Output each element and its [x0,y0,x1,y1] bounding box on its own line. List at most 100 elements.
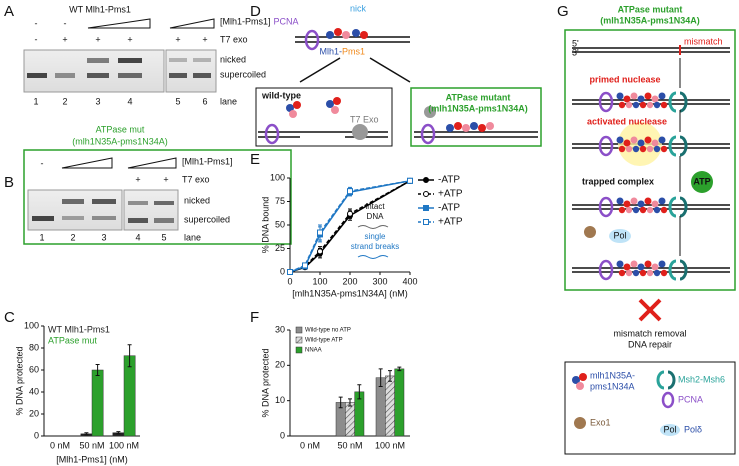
legend-entry: PCNA [678,394,703,404]
sign: - [64,18,67,28]
gel-title: ATPase mut [96,124,145,134]
mlh1-pms1 [623,139,631,147]
panel-label: B [4,174,14,191]
mlh1-pms1 [632,101,640,109]
sign: + [175,34,180,44]
legend-entry: Wild-type no ATP [305,328,351,334]
sign: + [135,174,140,184]
y-tick-label: 50 [275,219,285,229]
lane-number: 1 [39,232,44,242]
label: PCNA [273,16,298,26]
x-tick-label: 50 nM [79,440,104,450]
sign: - [41,158,44,168]
pol-icon [609,229,631,243]
band-label: nicked [220,54,246,64]
lane-number: 4 [127,96,132,106]
lane-number: 5 [161,232,166,242]
gel-title: (mlh1N35A-pms1N34A) [72,136,168,146]
mlh1-pms1 [630,92,638,100]
dna-icon [357,255,389,259]
red-x [638,298,662,322]
mlh1-pms1 [653,145,661,153]
mlh1-pms1 [653,269,661,277]
legend-swatch [295,326,303,334]
mlh1-pms1 [637,200,645,208]
x-tick-label: 400 [402,276,417,286]
error-bar [378,368,383,388]
mlh1-pms1 [660,101,668,109]
legend-entry: Pol [663,424,676,434]
lane-number: 6 [202,96,207,106]
mlh1-pms1 [658,92,666,100]
legend-marker [423,191,429,197]
point [287,269,293,275]
mlh1-pms1 [618,101,626,109]
gel [23,49,165,93]
pcna [598,196,614,218]
panel-label: E [250,151,260,168]
box [410,87,542,147]
mlh1-pms1 [630,260,638,268]
annotation: single [365,232,386,241]
sign: - [35,34,38,44]
row-label: [Mlh1-Pms1] [220,16,271,26]
box [255,87,393,147]
mlh1-pms1 [660,206,668,214]
label: Mlh1- [319,46,342,56]
mlh1-pms1 [616,92,624,100]
mlh1-pms1 [623,263,631,271]
sign: - [35,18,38,28]
mlh1-pms1 [625,145,633,153]
gel-bands [27,58,211,78]
pcna [598,91,614,113]
pcna [598,135,614,157]
msh [679,135,688,157]
label: T7 Exo [350,114,379,124]
mlh1-pms1 [630,197,638,205]
label: ATPase mutant [446,92,511,102]
label: ATP [693,176,710,186]
msh [668,91,677,113]
legend-entry: +ATP [438,189,463,200]
point [317,229,323,236]
mlh1-pms1 [618,269,626,277]
mlh1-pms1 [616,197,624,205]
error-bar [357,384,362,400]
row-label: T7 exo [220,34,248,44]
mlh1-pms1 [646,101,654,109]
mlh1-pms1 [660,269,668,277]
mlh1-pms1 [644,260,652,268]
sign: + [62,34,67,44]
error-bar [388,370,392,382]
sign: + [202,34,207,44]
legend-entry: Polδ [684,424,702,434]
x-tick-label: 0 [287,276,292,286]
band-label: supercoiled [184,214,230,224]
legend-entry: -ATP [438,203,460,214]
mlh1-pms1 [651,200,659,208]
x-tick-label: 300 [372,276,387,286]
gel [165,49,217,93]
mlh1-pms1 [653,206,661,214]
mlh1-pms1 [658,197,666,205]
x-tick-label: 100 nM [109,440,139,450]
y-tick-label: 0 [34,430,39,440]
legend-entry: ATPase mut [48,335,97,345]
point [407,177,413,184]
mlh1-pms1 [625,269,633,277]
legend-entry: Wild-type ATP [305,338,343,344]
msh [668,259,677,281]
mlh1-pms1 [637,263,645,271]
panel-label: D [250,3,261,20]
bar [345,402,355,437]
x-axis-label: [mlh1N35A-pms1N34A] (nM) [292,288,408,298]
y-tick-label: 80 [29,342,39,352]
legend-entry: +ATP [438,217,463,228]
error-bar [116,431,121,435]
msh [679,259,688,281]
msh [679,91,688,113]
msh [668,196,677,218]
y-tick-label: 0 [280,430,285,440]
mlh1-pms1 [625,101,633,109]
